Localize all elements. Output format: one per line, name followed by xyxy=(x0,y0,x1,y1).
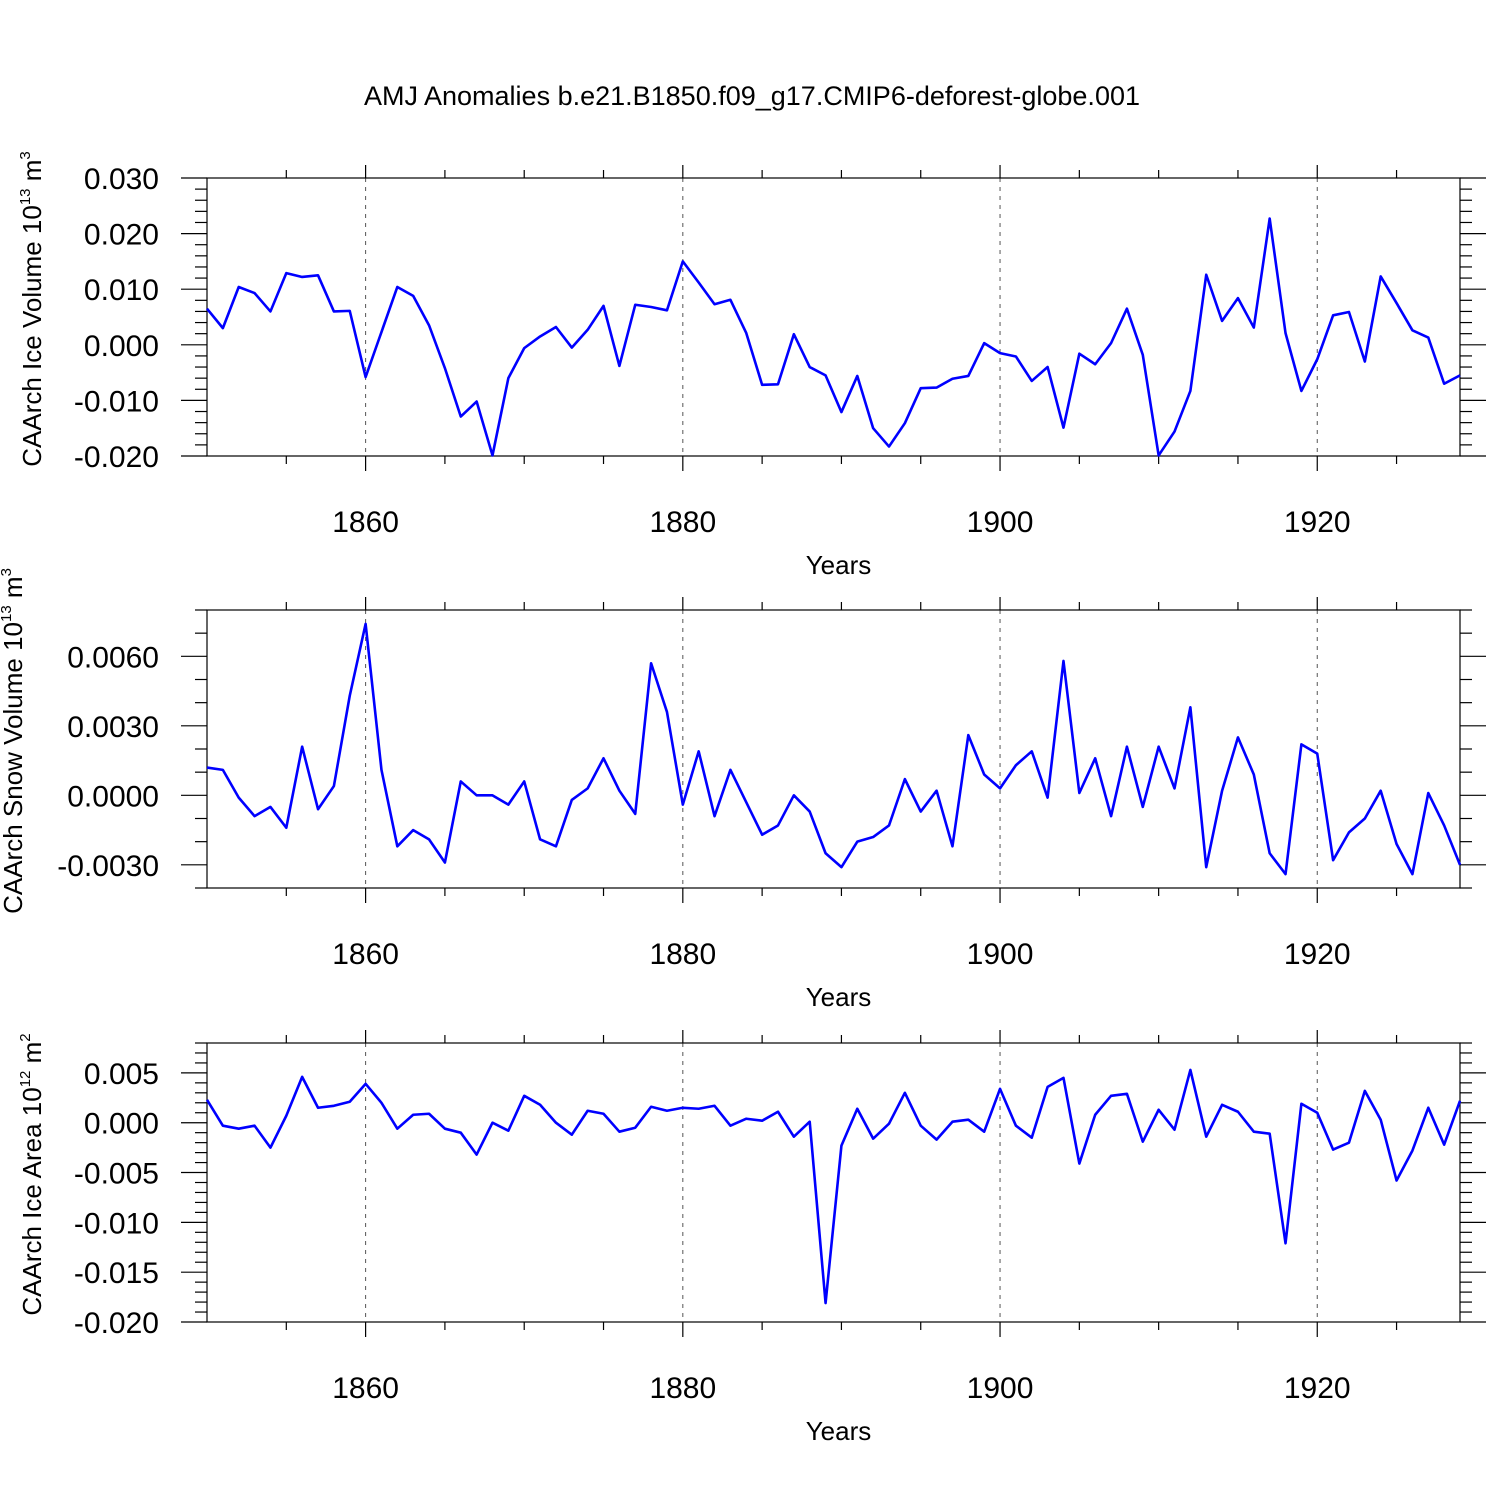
y-axis-title: CAArch Snow Volume 1013 m3 xyxy=(0,568,28,914)
x-tick-label: 1860 xyxy=(332,506,399,539)
y-tick-label: -0.0030 xyxy=(57,850,159,883)
y-axis-title-unit: m xyxy=(0,576,28,605)
y-tick-label: 0.010 xyxy=(84,274,159,307)
x-tick-label: 1880 xyxy=(649,1372,716,1405)
figure-title: AMJ Anomalies b.e21.B1850.f09_g17.CMIP6-… xyxy=(364,81,1140,111)
x-tick-label: 1880 xyxy=(649,506,716,539)
y-axis-title-text: CAArch Snow Volume 10 xyxy=(0,622,28,914)
y-axis-title-unit-exponent: 3 xyxy=(17,151,34,159)
x-tick-label: 1900 xyxy=(967,938,1034,971)
panel-1: 1860 1880 1900 1920 Years -0.020 -0.010 0.000 0.… xyxy=(17,151,1486,580)
y-tick-label: -0.005 xyxy=(74,1158,159,1191)
y-axis-title-unit-exponent: 3 xyxy=(0,568,15,576)
x-tick-label: 1920 xyxy=(1284,1372,1351,1405)
x-axis-title: Years xyxy=(806,550,872,580)
y-tick-label: 0.0060 xyxy=(67,641,159,674)
panel-2: 1860 1880 1900 1920 Years -0.0030 0.0000 0.0030… xyxy=(0,568,1486,1012)
series-line xyxy=(206,622,1462,876)
y-tick-label: 0.030 xyxy=(84,163,159,196)
y-axis-title-text: CAArch Ice Area 10 xyxy=(17,1087,47,1315)
x-tick-label: 1920 xyxy=(1284,506,1351,539)
series-line xyxy=(205,1068,1462,1305)
x-tick-label: 1860 xyxy=(332,1372,399,1405)
y-tick-label: 0.0030 xyxy=(67,711,159,744)
x-tick-label: 1900 xyxy=(967,1372,1034,1405)
y-tick-label: 0.0000 xyxy=(67,780,159,813)
panels: 1860 1880 1900 1920 Years -0.020 -0.010 0.000 0.… xyxy=(0,151,1486,1446)
x-tick-label: 1860 xyxy=(332,938,399,971)
y-tick-label: -0.015 xyxy=(74,1257,159,1290)
y-axis-title-text: CAArch Ice Volume 10 xyxy=(17,205,47,467)
y-tick-label: 0.000 xyxy=(84,330,159,363)
y-axis-title: CAArch Ice Area 1012 m2 xyxy=(17,1033,47,1315)
x-tick-label: 1880 xyxy=(649,938,716,971)
x-axis-title: Years xyxy=(806,982,872,1012)
y-tick-label: 0.020 xyxy=(84,219,159,252)
y-axis-title-unit-exponent: 2 xyxy=(17,1033,34,1041)
y-tick-label: -0.020 xyxy=(74,1307,159,1340)
x-tick-label: 1920 xyxy=(1284,938,1351,971)
y-tick-label: -0.010 xyxy=(74,1207,159,1240)
plot-frame xyxy=(206,177,1461,457)
y-tick-label: 0.005 xyxy=(84,1058,159,1091)
y-tick-label: 0.000 xyxy=(84,1108,159,1141)
y-axis-title-unit: m xyxy=(17,1042,47,1071)
y-axis-title-unit: m xyxy=(17,160,47,189)
y-axis-title-exponent: 13 xyxy=(17,188,34,205)
y-axis-title-exponent: 13 xyxy=(0,605,15,622)
series-line xyxy=(205,217,1461,457)
y-tick-label: -0.020 xyxy=(74,441,159,474)
y-axis-title: CAArch Ice Volume 1013 m3 xyxy=(17,151,47,467)
x-tick-label: 1900 xyxy=(967,506,1034,539)
x-axis-title: Years xyxy=(806,1416,872,1446)
panel-3: 1860 1880 1900 1920 Years -0.020 -0.015 -0.010 -… xyxy=(17,1030,1486,1446)
y-tick-label: -0.010 xyxy=(74,385,159,418)
y-axis-title-exponent: 12 xyxy=(17,1071,34,1088)
